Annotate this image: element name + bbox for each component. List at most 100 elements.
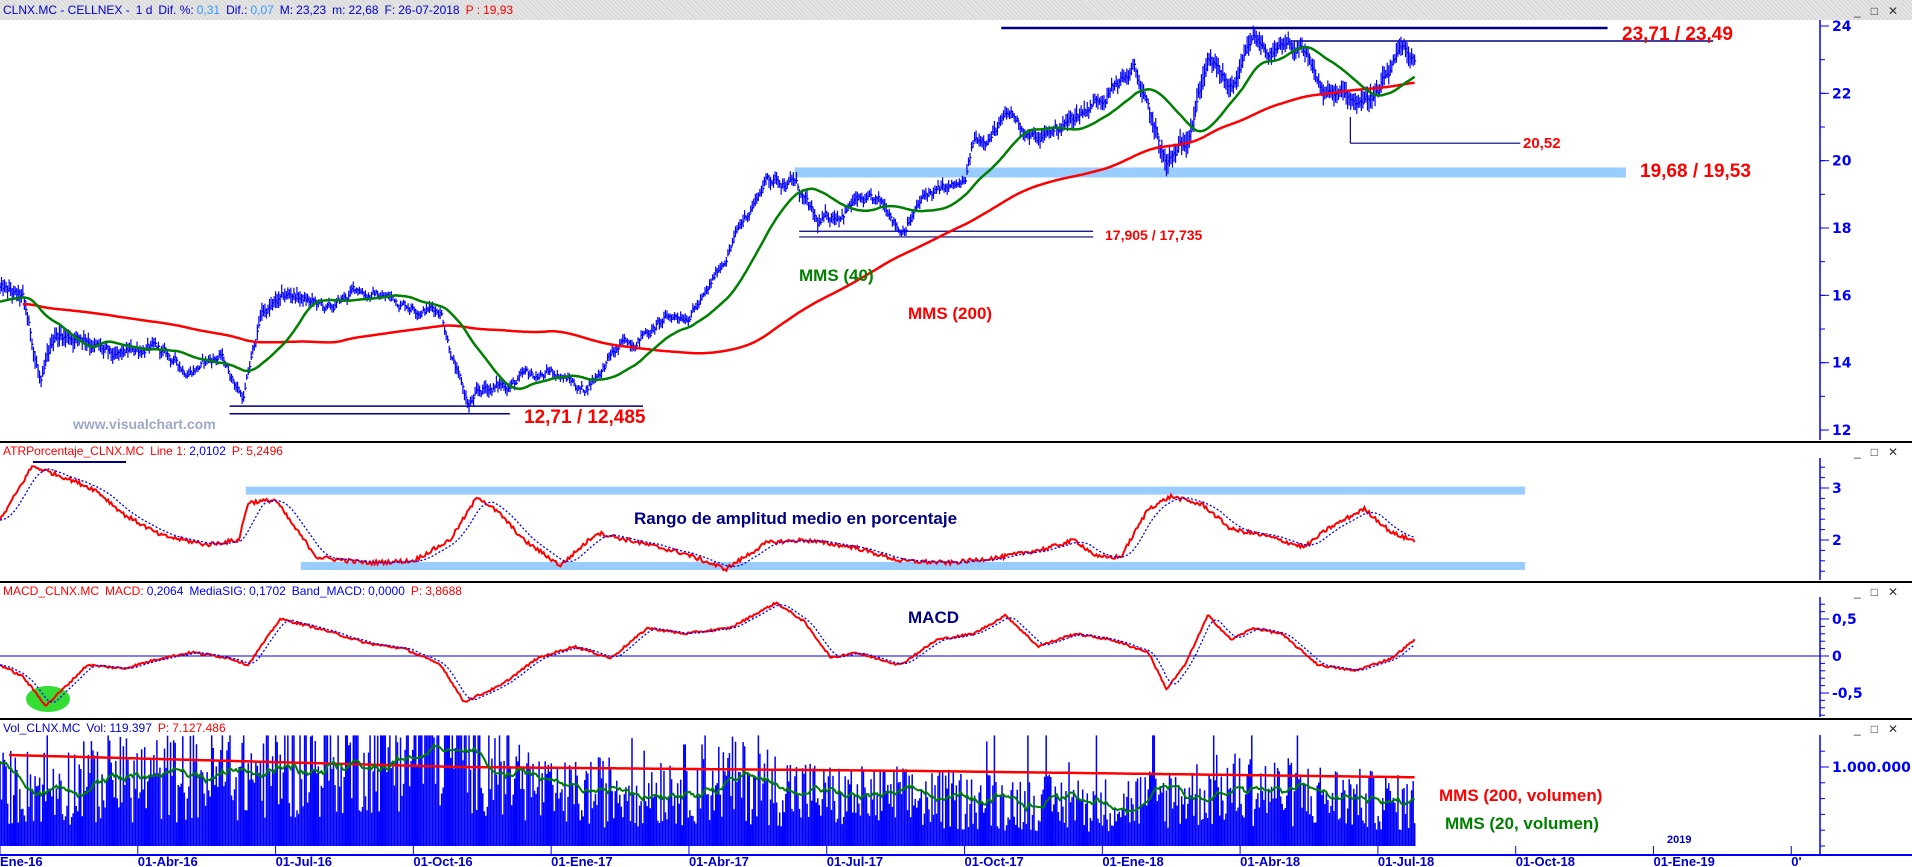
price-bar <box>1111 82 1115 94</box>
volume-bar <box>104 807 106 846</box>
price-bar <box>921 189 925 200</box>
price-bar <box>36 363 40 379</box>
price-bar <box>114 346 118 359</box>
price-bar <box>554 374 558 382</box>
volume-bar <box>646 806 648 846</box>
volume-bar <box>1168 773 1171 846</box>
price-bar <box>63 328 67 348</box>
volume-bar <box>1205 812 1207 846</box>
minimize-icon[interactable]: _ <box>1854 585 1865 599</box>
volume-bar <box>221 735 224 846</box>
volume-bar <box>874 815 877 846</box>
price-bar <box>1344 81 1348 105</box>
volume-bar <box>951 783 953 846</box>
price-bar <box>1213 53 1217 69</box>
price-bar <box>540 372 544 378</box>
price-bar <box>854 191 858 205</box>
minimize-icon[interactable]: _ <box>1854 722 1865 736</box>
volume-bar <box>520 788 522 846</box>
maximize-icon[interactable]: □ <box>1870 4 1882 18</box>
price-bar <box>648 329 652 338</box>
price-bar <box>225 362 229 368</box>
price-bar <box>1263 43 1267 58</box>
panel-divider[interactable] <box>0 441 1912 443</box>
volume-bar <box>574 761 577 846</box>
volume-bar <box>795 767 798 846</box>
volume-bar <box>845 811 848 846</box>
vol-name: Vol_CLNX.MC <box>3 721 81 735</box>
price-bar <box>848 200 852 209</box>
minimize-icon[interactable]: _ <box>1854 445 1865 459</box>
volume-bar <box>1136 778 1139 846</box>
price-bar <box>1404 41 1408 58</box>
minimize-icon[interactable]: _ <box>1854 4 1865 18</box>
volume-bar <box>1011 782 1014 846</box>
volume-bar <box>256 765 259 846</box>
price-bar <box>511 377 515 385</box>
volume-bar <box>134 788 137 846</box>
volume-bar <box>230 795 233 846</box>
panel-divider[interactable] <box>0 718 1912 720</box>
maximize-icon[interactable]: □ <box>1870 445 1882 459</box>
price-bar <box>1140 81 1144 103</box>
volume-bar <box>41 784 44 846</box>
price-bar <box>1041 127 1045 144</box>
volume-bar <box>291 735 294 846</box>
price-bar <box>38 370 42 384</box>
price-bar <box>1129 62 1133 76</box>
volume-bar <box>1039 821 1041 846</box>
volume-bar <box>1110 825 1113 846</box>
volume-bar <box>555 792 557 846</box>
volume-bar <box>218 759 221 846</box>
price-bar <box>685 315 689 323</box>
maximize-icon[interactable]: □ <box>1870 722 1882 736</box>
price-bar <box>79 334 83 343</box>
price-bar <box>916 200 920 209</box>
price-bar <box>915 199 919 211</box>
volume-bar <box>1066 827 1069 846</box>
price-bar <box>1149 111 1153 126</box>
volume-bar <box>389 735 391 846</box>
maximize-icon[interactable]: □ <box>1870 585 1882 599</box>
volume-bar <box>1043 776 1046 846</box>
volume-bar <box>733 809 735 846</box>
volume-bar <box>896 766 898 846</box>
close-icon[interactable]: ✕ <box>1887 445 1902 459</box>
price-bar <box>389 291 393 302</box>
close-icon[interactable]: ✕ <box>1887 4 1902 18</box>
price-bar <box>417 311 421 319</box>
price-bar <box>275 293 279 308</box>
volume-bar <box>894 817 897 846</box>
volume-bar <box>829 767 831 846</box>
volume-bar <box>235 777 237 846</box>
price-bar <box>371 286 375 295</box>
price-bar <box>121 343 125 358</box>
volume-bar <box>259 761 262 846</box>
volume-bar <box>1330 805 1332 846</box>
volume-bar <box>809 763 811 846</box>
close-icon[interactable]: ✕ <box>1887 722 1902 736</box>
price-bar <box>338 297 342 305</box>
price-bar <box>1297 42 1301 58</box>
price-bar <box>344 293 348 302</box>
volume-bar <box>241 742 243 846</box>
price-bar <box>321 301 325 312</box>
mms200-label: MMS (200) <box>908 304 992 323</box>
price-bar <box>1230 75 1234 92</box>
volume-bar <box>1351 824 1354 846</box>
volume-bar <box>1286 795 1288 846</box>
close-icon[interactable]: ✕ <box>1887 585 1902 599</box>
volume-bar <box>675 823 677 846</box>
price-bar <box>77 334 81 346</box>
price-bar <box>609 349 613 361</box>
price-bar <box>488 383 492 395</box>
price-bar <box>54 327 58 341</box>
panel-divider[interactable] <box>0 581 1912 583</box>
price-bar <box>149 340 153 350</box>
price-bar <box>743 210 747 222</box>
volume-bar <box>407 735 409 846</box>
price-bar <box>621 334 625 347</box>
price-bar <box>825 210 829 220</box>
volume-bar <box>1220 776 1223 846</box>
